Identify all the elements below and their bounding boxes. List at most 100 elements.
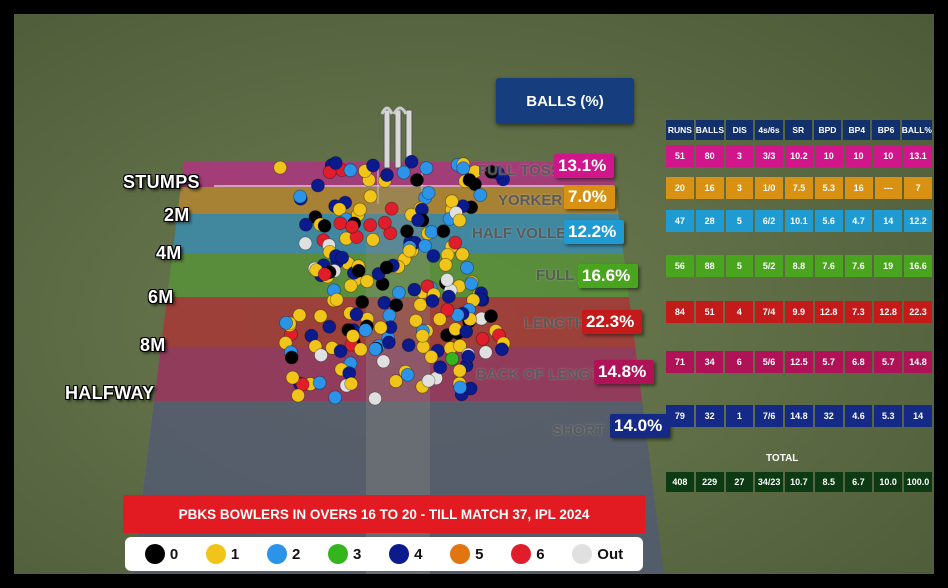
legend-dot: [450, 544, 471, 564]
ball-dot: [425, 293, 440, 308]
cell-balls: 34: [695, 351, 724, 373]
ball-dot: [381, 335, 396, 350]
table-row: 20 16 3 1/0 7.5 5.3 16 --- 7: [666, 177, 932, 199]
total-bp4: 6.7: [844, 472, 873, 492]
cell-balls: 16: [695, 177, 724, 199]
ball-dot: [421, 373, 436, 388]
ball-dot: [441, 289, 456, 304]
ball-dot: [396, 165, 411, 180]
ball-dot: [291, 388, 306, 403]
cell-fours_sixes: 1/0: [755, 177, 784, 199]
legend: 0 1 2 3 4 5 6 Out: [125, 537, 643, 571]
ball-dot: [478, 345, 493, 360]
ball-dot: [445, 351, 460, 366]
ball-dot: [352, 202, 367, 217]
ball-dot: [312, 375, 327, 390]
ball-dot: [424, 349, 439, 364]
cell-dis: 3: [725, 177, 754, 199]
total-runs: 408: [666, 472, 694, 492]
pct-tag-full-toss: 13.1%: [554, 154, 615, 178]
ball-dot: [436, 224, 451, 239]
ball-dot: [349, 307, 364, 322]
pct-tag-half-volley: 12.2%: [564, 220, 625, 244]
marker-6m: 6M: [148, 287, 174, 307]
ball-dot: [285, 370, 300, 385]
cell-bp4: 7.3: [844, 301, 873, 323]
stats-row-length: 84 51 4 7/4 9.9 12.8 7.3 12.8 22.3: [664, 299, 934, 325]
stats-row-half-volley: 47 28 5 6/2 10.1 5.6 4.7 14 12.2: [664, 208, 934, 234]
cell-bpd: 5.6: [814, 210, 843, 232]
col-bpd: BPD: [813, 120, 842, 140]
cell-dis: 5: [725, 210, 754, 232]
legend-item-3: 3: [328, 544, 361, 564]
legend-label: 5: [475, 545, 484, 563]
zone-label-half-volley: HALF VOLLEY: [472, 225, 577, 242]
ball-dot: [344, 376, 359, 391]
ball-dot: [360, 274, 375, 289]
ball-dot: [418, 238, 432, 253]
cell-bpd: 5.3: [814, 177, 843, 199]
table-row: 51 80 3 3/3 10.2 10 10 10 13.1: [666, 145, 932, 167]
col-sr: SR: [784, 120, 812, 140]
cell-ball_pct: 14.8: [904, 351, 932, 373]
ball-dot: [461, 349, 476, 364]
marker-4m: 4M: [156, 243, 182, 263]
ball-dot: [408, 313, 423, 328]
legend-item-1: 1: [205, 544, 239, 564]
ball-dot: [440, 302, 455, 317]
legend-dot: [511, 544, 532, 564]
ball-dot: [368, 342, 383, 356]
cell-ball_pct: 22.3: [904, 301, 932, 323]
pct-tag-length: 22.3%: [582, 310, 643, 334]
cell-fours_sixes: 7/6: [755, 405, 783, 427]
cell-bpd: 5.7: [814, 351, 843, 373]
cell-fours_sixes: 5/6: [755, 351, 783, 373]
total-dis: 27: [725, 472, 754, 492]
zone-label-full: FULL: [536, 267, 575, 284]
total-sr: 10.7: [785, 472, 813, 492]
ball-dot: [448, 235, 463, 250]
legend-dot: [266, 544, 287, 564]
ball-dot: [314, 348, 328, 363]
ball-dot: [333, 216, 348, 231]
zone-label-short: SHORT: [552, 422, 605, 439]
total-label: TOTAL: [766, 453, 799, 464]
stump-3: [405, 109, 413, 169]
legend-dot: [144, 544, 165, 564]
ball-dot: [401, 338, 416, 353]
legend-item-5: 5: [450, 544, 484, 564]
legend-label: 3: [353, 545, 362, 563]
total-ballpct: 100.0: [904, 472, 932, 492]
ball-dot: [363, 218, 378, 233]
ball-dot: [421, 185, 436, 200]
total-4s6s: 34/23: [755, 472, 784, 492]
cell-ball_pct: 12.2: [904, 210, 932, 232]
table-row: 47 28 5 6/2 10.1 5.6 4.7 14 12.2: [666, 210, 932, 232]
ball-dot: [382, 308, 397, 323]
ball-dot: [484, 164, 499, 179]
cell-sr: 14.8: [784, 405, 813, 427]
cell-sr: 10.1: [784, 210, 813, 232]
ball-dot: [345, 219, 360, 234]
ball-dot: [292, 308, 307, 323]
cell-bp4: 4.7: [844, 210, 873, 232]
ball-dot: [298, 236, 313, 251]
ball-dot: [433, 360, 448, 375]
cell-fours_sixes: 5/2: [755, 255, 783, 277]
zone-label-yorker: YORKER: [498, 192, 563, 209]
ball-dot: [379, 260, 394, 275]
legend-item-0: 0: [144, 544, 178, 564]
ball-dot: [377, 215, 392, 230]
ball-dot: [293, 189, 308, 204]
ball-dot: [415, 328, 430, 343]
cell-fours_sixes: 6/2: [755, 210, 783, 232]
legend-dot: [328, 544, 349, 564]
cell-runs: 56: [666, 255, 694, 277]
ball-dot: [363, 189, 378, 204]
legend-dot: [205, 544, 226, 564]
ball-dot: [377, 295, 392, 310]
ball-dot: [383, 226, 398, 241]
cell-runs: 47: [666, 210, 694, 232]
ball-dot: [317, 218, 332, 233]
ball-dot: [384, 201, 399, 216]
